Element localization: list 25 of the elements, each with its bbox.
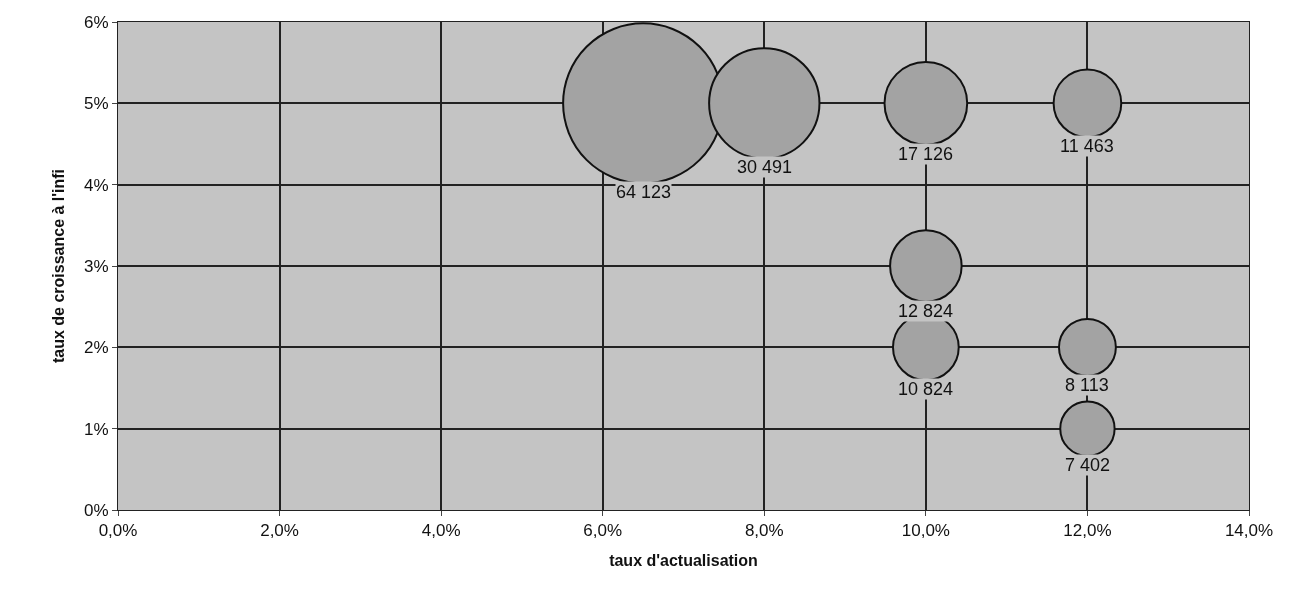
annotation: 11 463: [1060, 136, 1114, 156]
y-tick-label: 2%: [84, 338, 109, 358]
x-tick-label: 6,0%: [583, 521, 623, 541]
annotation: 17 126: [898, 144, 954, 164]
y-tick-label: 3%: [84, 256, 109, 276]
y-tick-label: 1%: [84, 419, 109, 439]
y-axis-title: taux de croissance à l'infi: [49, 168, 67, 364]
x-tick-label: 10,0%: [901, 521, 950, 541]
x-tick-label: 0,0%: [98, 521, 138, 541]
annotation: 7 402: [1065, 455, 1111, 475]
x-tick-label: 4,0%: [421, 521, 461, 541]
x-axis-title: taux d'actualisation: [609, 552, 758, 570]
x-tick-label: 2,0%: [260, 521, 299, 541]
annotation: 10 824: [898, 379, 954, 399]
y-tick-label: 5%: [84, 94, 109, 114]
x-tick-label: 8,0%: [744, 521, 784, 541]
annotation: 30 491: [737, 157, 793, 177]
x-tick-label: 12,0%: [1063, 521, 1112, 541]
y-tick-label: 4%: [84, 175, 109, 195]
annotation: 64 123: [616, 182, 672, 202]
y-tick-label: 0%: [84, 500, 109, 520]
annotation: 8 113: [1065, 375, 1109, 395]
y-tick-label: 6%: [84, 12, 109, 32]
x-tick-label: 14,0%: [1224, 521, 1274, 541]
annotation: 12 824: [898, 301, 954, 321]
